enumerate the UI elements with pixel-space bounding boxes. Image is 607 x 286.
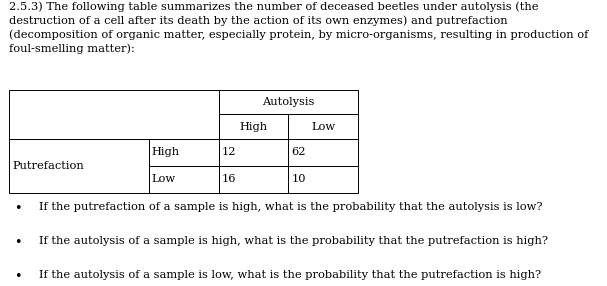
Text: •: • bbox=[15, 202, 22, 214]
Bar bbox=[219, 139, 288, 166]
Text: •: • bbox=[15, 270, 22, 283]
Text: 16: 16 bbox=[222, 174, 236, 184]
Bar bbox=[219, 90, 358, 114]
Text: High: High bbox=[152, 147, 180, 157]
Bar bbox=[149, 166, 219, 193]
Text: Autolysis: Autolysis bbox=[262, 97, 314, 107]
Bar bbox=[9, 90, 219, 139]
Text: Putrefaction: Putrefaction bbox=[12, 161, 84, 171]
Text: Low: Low bbox=[311, 122, 335, 132]
Bar bbox=[288, 114, 358, 139]
Text: If the autolysis of a sample is high, what is the probability that the putrefact: If the autolysis of a sample is high, wh… bbox=[39, 236, 549, 246]
Text: 10: 10 bbox=[291, 174, 306, 184]
Text: Low: Low bbox=[152, 174, 176, 184]
Text: 12: 12 bbox=[222, 147, 236, 157]
Text: High: High bbox=[239, 122, 268, 132]
Bar bbox=[288, 139, 358, 166]
Text: •: • bbox=[15, 236, 22, 249]
Bar bbox=[9, 139, 149, 193]
Bar bbox=[288, 166, 358, 193]
Text: 62: 62 bbox=[291, 147, 306, 157]
Bar bbox=[219, 166, 288, 193]
Bar bbox=[219, 114, 288, 139]
Text: If the autolysis of a sample is low, what is the probability that the putrefacti: If the autolysis of a sample is low, wha… bbox=[39, 270, 541, 280]
Bar bbox=[149, 139, 219, 166]
Text: If the putrefaction of a sample is high, what is the probability that the autoly: If the putrefaction of a sample is high,… bbox=[39, 202, 543, 212]
Text: 2.5.3) The following table summarizes the number of deceased beetles under autol: 2.5.3) The following table summarizes th… bbox=[9, 1, 588, 54]
